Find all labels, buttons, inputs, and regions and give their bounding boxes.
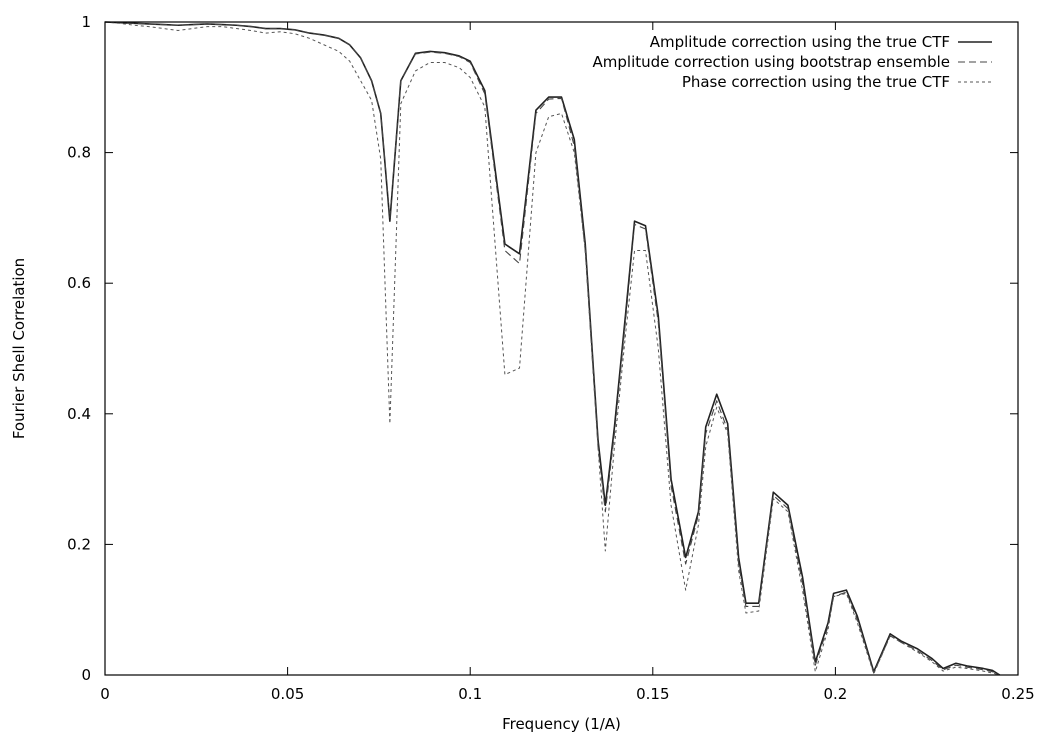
- y-tick-label: 1: [81, 13, 91, 31]
- series-layer: [104, 21, 1001, 676]
- legend-label: Amplitude correction using bootstrap ens…: [593, 53, 950, 71]
- y-tick-label: 0.2: [67, 535, 91, 553]
- x-tick-label: 0.2: [823, 685, 847, 703]
- x-tick-label: 0.1: [458, 685, 482, 703]
- x-tick-label: 0: [100, 685, 110, 703]
- x-axis-label: Frequency (1/A): [502, 715, 621, 733]
- y-tick-label: 0.4: [67, 405, 91, 423]
- x-tick-label: 0.15: [636, 685, 669, 703]
- x-tick-label: 0.25: [1001, 685, 1034, 703]
- tick-labels-layer: 0 0.05 0.1 0.15 0.2 0.25 0 0.2 0.4 0.6 0.8 1: [67, 13, 1035, 703]
- legend: Amplitude correction using the true CTF A…: [593, 33, 992, 91]
- plot-frame: [104, 21, 1019, 676]
- legend-label: Amplitude correction using the true CTF: [650, 33, 950, 51]
- x-tick-label: 0.05: [271, 685, 304, 703]
- legend-label: Phase correction using the true CTF: [682, 73, 950, 91]
- series-line-3: [104, 21, 1000, 676]
- series-line-1: [104, 21, 1001, 676]
- y-axis-label: Fourier Shell Correlation: [10, 258, 28, 439]
- y-tick-label: 0.8: [67, 144, 91, 162]
- y-tick-label: 0.6: [67, 274, 91, 292]
- ticks-layer: [104, 21, 1019, 676]
- series-line-2: [104, 21, 1000, 676]
- y-tick-label: 0: [81, 666, 91, 684]
